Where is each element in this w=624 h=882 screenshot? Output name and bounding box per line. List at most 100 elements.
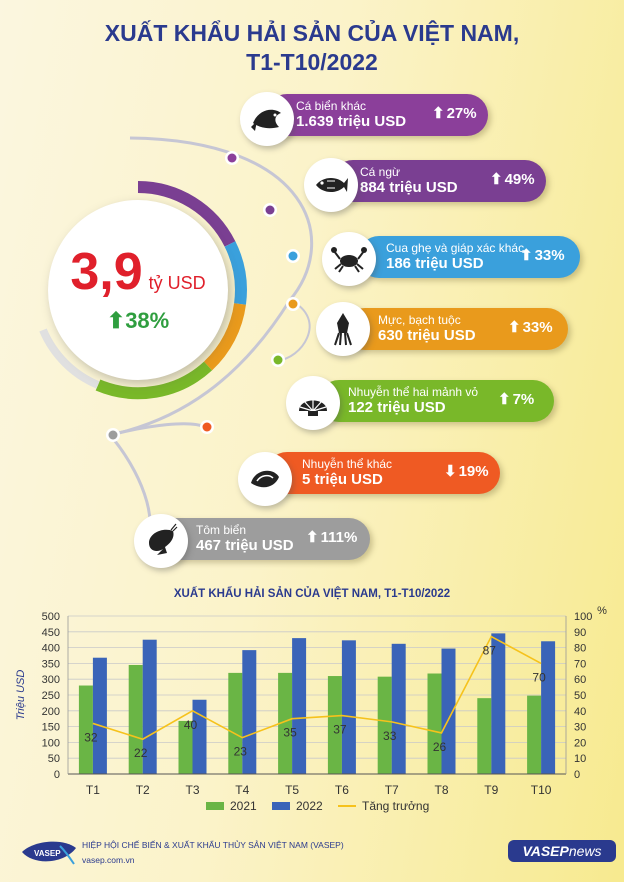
- growth-data-label: 70: [532, 670, 546, 684]
- squid-icon: [316, 302, 370, 356]
- total-change: ⬆38%: [106, 308, 170, 333]
- bar-2022: [142, 639, 157, 774]
- up-arrow-icon: ⬆: [432, 105, 445, 122]
- chart-title: XUẤT KHẨU HẢI SẢN CỦA VIỆT NAM, T1-T10/2…: [173, 588, 451, 600]
- y2-tick-label: 40: [574, 706, 586, 718]
- y-tick-label: 500: [42, 611, 60, 623]
- total-value: 3,9: [70, 243, 143, 301]
- category-value: 467 triệu USD: [196, 537, 294, 554]
- up-arrow-icon: ⬆: [498, 391, 511, 408]
- category-value: 186 triệu USD: [386, 255, 484, 272]
- up-arrow-icon: ⬆: [490, 171, 503, 188]
- bar-2021: [377, 676, 392, 774]
- bar-2021: [477, 698, 492, 774]
- y2-tick-label: 20: [574, 737, 586, 749]
- bar-2022: [441, 648, 456, 774]
- bar-2022: [292, 638, 307, 774]
- legend-label: Tăng trưởng: [362, 799, 429, 813]
- bar-2021: [278, 672, 293, 774]
- legend-swatch: [272, 802, 290, 810]
- x-tick-label: T8: [434, 783, 448, 797]
- bars: [78, 633, 556, 774]
- category-pill: Cua ghẹ và giáp xác khác 186 triệu USD ⬆…: [358, 236, 580, 278]
- bar-2022: [541, 641, 556, 774]
- y-tick-label: 450: [42, 627, 60, 639]
- category-name: Tôm biển: [196, 523, 247, 537]
- category-change: ⬆ 7%: [498, 391, 535, 408]
- x-tick-label: T5: [285, 783, 299, 797]
- y2-tick-label: 10: [574, 753, 586, 765]
- category-change: ⬆ 49%: [490, 171, 535, 188]
- website-link[interactable]: vasep.com.vn: [82, 855, 135, 865]
- growth-data-label: 32: [84, 730, 98, 744]
- vasep-logo: VASEP: [22, 841, 76, 865]
- category-name: Cá ngừ: [360, 165, 401, 179]
- y-axis-label: Triệu USD: [15, 670, 27, 721]
- bar-2022: [192, 699, 207, 774]
- category-name: Mực, bạch tuộc: [378, 313, 461, 327]
- y2-tick-label: 100: [574, 611, 592, 623]
- growth-data-label: 40: [184, 718, 198, 732]
- category-change: ⬆ 33%: [508, 319, 553, 336]
- connector-dots: [106, 151, 300, 442]
- category-pill: Nhuyễn thể khác 5 triệu USD ⬇ 19%: [266, 452, 500, 494]
- category-change: ⬇ 19%: [444, 463, 489, 480]
- growth-data-label: 22: [134, 746, 148, 760]
- category-name: Nhuyễn thể hai mảnh vỏ: [348, 385, 479, 399]
- bar-2021: [78, 685, 93, 774]
- organization-name: HIỆP HỘI CHẾ BIẾN & XUẤT KHẨU THỦY SẢN V…: [82, 840, 344, 850]
- legend-swatch: [206, 802, 224, 810]
- up-arrow-icon: ⬆: [508, 319, 521, 336]
- growth-data-label: 33: [383, 729, 397, 743]
- y-tick-label: 0: [54, 769, 60, 781]
- total-unit: tỷ USD: [148, 273, 206, 293]
- growth-data-label: 87: [483, 644, 497, 658]
- y2-tick-label: 60: [574, 674, 586, 686]
- legend-label: 2021: [230, 799, 257, 813]
- y2-tick-label: 0: [574, 769, 580, 781]
- category-value: 122 triệu USD: [348, 399, 446, 416]
- up-arrow-icon: ⬆: [520, 247, 533, 264]
- shrimp-icon: [134, 514, 188, 568]
- category-pill: Mực, bạch tuộc 630 triệu USD ⬆ 33%: [344, 308, 568, 350]
- legend: 2021 2022 Tăng trưởng: [206, 799, 429, 813]
- bar-2022: [92, 657, 107, 774]
- y-tick-label: 150: [42, 722, 60, 734]
- fish-icon: [240, 92, 294, 146]
- shell-icon: [286, 376, 340, 430]
- bar-2021: [527, 695, 542, 774]
- y-tick-label: 100: [42, 737, 60, 749]
- page-title: XUẤT KHẨU HẢI SẢN CỦA VIỆT NAM,: [104, 20, 520, 46]
- x-tick-label: T7: [385, 783, 399, 797]
- growth-line: [92, 635, 542, 741]
- bar-2021: [228, 672, 243, 774]
- y2-tick-label: 30: [574, 722, 586, 734]
- down-arrow-icon: ⬇: [444, 463, 457, 480]
- y-tick-label: 250: [42, 690, 60, 702]
- y-tick-label: 300: [42, 674, 60, 686]
- category-name: Nhuyễn thể khác: [302, 457, 393, 471]
- logo-text: VASEP: [34, 849, 61, 858]
- growth-line-layer: 32 22 40 23 35 37 33 26 87 70: [84, 635, 546, 760]
- x-tick-label: T10: [531, 783, 552, 797]
- bar-2021: [178, 720, 193, 774]
- category-change: ⬆ 27%: [432, 105, 477, 122]
- category-change: ⬆ 111%: [306, 529, 358, 546]
- y-tick-label: 50: [48, 753, 60, 765]
- category-value: 1.639 triệu USD: [296, 113, 407, 130]
- category-change: ⬆ 33%: [520, 247, 565, 264]
- bar-2022: [341, 640, 356, 774]
- connector-decoration: [39, 136, 314, 546]
- growth-data-label: 35: [283, 726, 297, 740]
- y-tick-label: 400: [42, 643, 60, 655]
- growth-data-label: 26: [433, 740, 447, 754]
- x-tick-label: T4: [235, 783, 249, 797]
- y2-tick-label: 50: [574, 690, 586, 702]
- y2-axis-label: %: [597, 605, 607, 617]
- category-value: 884 triệu USD: [360, 179, 458, 196]
- category-pill: Cá biển khác 1.639 triệu USD ⬆ 27%: [266, 94, 488, 136]
- x-tick-label: T6: [335, 783, 349, 797]
- bar-2021: [128, 664, 143, 774]
- x-tick-label: T2: [136, 783, 150, 797]
